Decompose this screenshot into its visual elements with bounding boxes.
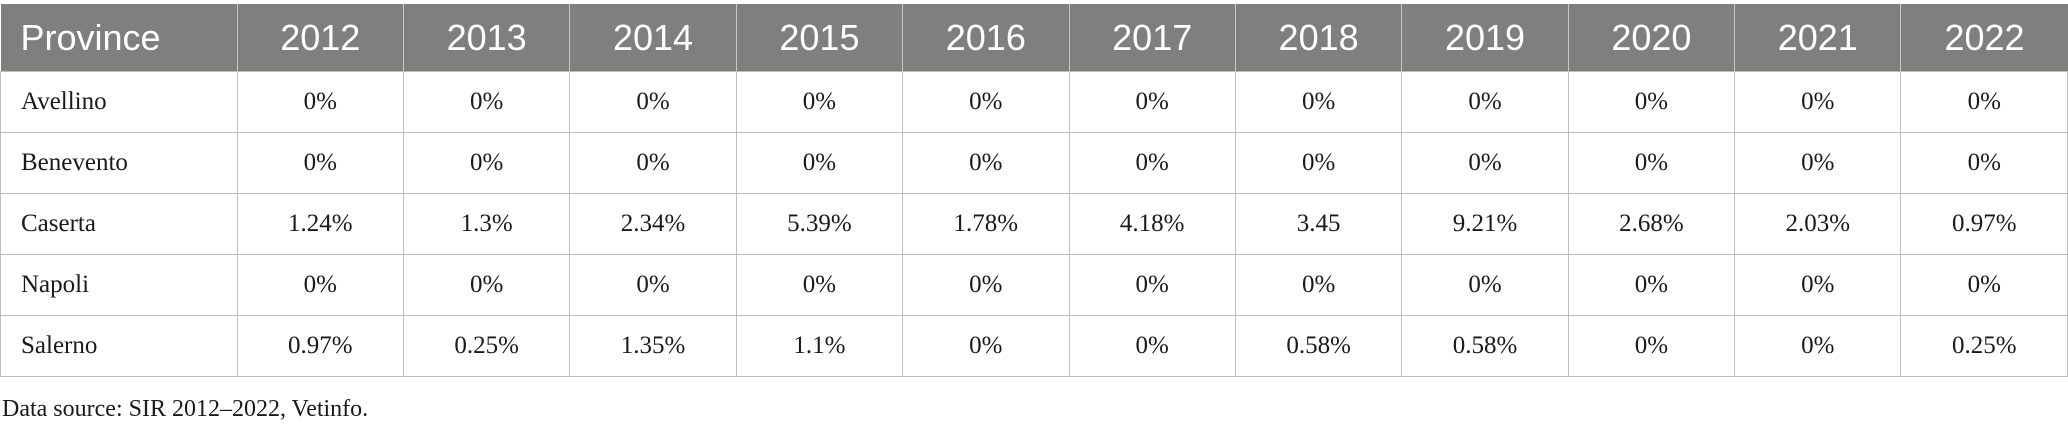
percentage-cell: 0.25% [402,315,571,377]
column-header-year: 2015 [735,4,903,72]
percentage-cell: 5.39% [735,193,904,255]
percentage-cell: 0% [902,71,1070,133]
percentage-cell: 2.68% [1567,193,1736,255]
table-row: Benevento 0% 0% 0% 0% 0% 0% 0% 0% 0% 0% 0% [0,132,2068,194]
column-header-year: 2014 [569,4,737,72]
column-header-year: 2022 [1900,4,2068,72]
percentage-cell: 0% [1567,132,1736,194]
percentage-cell: 0% [1068,132,1236,194]
percentage-cell: 3.45 [1234,193,1403,255]
column-header-province: Province [0,4,238,72]
province-name-cell: Salerno [0,315,238,377]
percentage-cell: 0% [1567,315,1736,377]
percentage-cell: 0% [236,71,404,133]
table-row: Caserta 1.24% 1.3% 2.34% 5.39% 1.78% 4.18% 3.45… [0,193,2068,255]
percentage-cell: 0% [1900,254,2068,316]
percentage-cell: 0% [1734,315,1902,377]
percentage-cell: 0% [1234,132,1403,194]
table-body: Avellino 0% 0% 0% 0% 0% 0% 0% 0% 0% 0% 0% Benevento 0… [0,71,2068,377]
table-row: Avellino 0% 0% 0% 0% 0% 0% 0% 0% 0% 0% 0% [0,71,2068,133]
province-percentage-table: Province 2012 2013 2014 2015 2016 2017 2018 2019… [0,4,2068,377]
column-header-year: 2016 [902,4,1070,72]
percentage-cell: 1.24% [236,193,404,255]
percentage-cell: 0% [1401,132,1569,194]
percentage-cell: 4.18% [1068,193,1236,255]
percentage-cell: 0% [1567,71,1736,133]
percentage-cell: 0% [569,254,737,316]
percentage-cell: 0% [1401,254,1569,316]
column-header-year: 2019 [1401,4,1569,72]
percentage-cell: 0% [569,132,737,194]
percentage-cell: 0% [902,315,1070,377]
percentage-cell: 2.34% [569,193,737,255]
table-row: Salerno 0.97% 0.25% 1.35% 1.1% 0% 0% 0.58% 0.58%… [0,315,2068,377]
percentage-cell: 0% [1900,71,2068,133]
percentage-cell: 0% [1401,71,1569,133]
percentage-cell: 1.35% [569,315,737,377]
percentage-cell: 0% [402,254,571,316]
percentage-cell: 0% [1068,315,1236,377]
percentage-cell: 0% [1068,254,1236,316]
percentage-cell: 0% [1900,132,2068,194]
percentage-cell: 0.25% [1900,315,2068,377]
percentage-cell: 0% [402,71,571,133]
percentage-cell: 0% [236,254,404,316]
column-header-year: 2017 [1068,4,1236,72]
percentage-cell: 0.97% [236,315,404,377]
province-name-cell: Avellino [0,71,238,133]
percentage-cell: 0% [1734,254,1902,316]
percentage-cell: 0% [1734,132,1902,194]
percentage-cell: 0% [1234,254,1403,316]
percentage-cell: 0.58% [1401,315,1569,377]
percentage-cell: 1.1% [735,315,904,377]
percentage-cell: 0% [1234,71,1403,133]
column-header-year: 2013 [402,4,570,72]
percentage-cell: 0% [1567,254,1736,316]
percentage-cell: 0% [735,254,904,316]
percentage-cell: 0% [402,132,571,194]
percentage-cell: 0% [902,132,1070,194]
percentage-cell: 0% [236,132,404,194]
column-header-year: 2021 [1734,4,1901,72]
percentage-cell: 9.21% [1401,193,1569,255]
province-name-cell: Caserta [0,193,238,255]
percentage-cell: 0% [902,254,1070,316]
percentage-cell: 2.03% [1734,193,1902,255]
province-name-cell: Napoli [0,254,238,316]
percentage-cell: 1.3% [402,193,571,255]
source-note: Data source: SIR 2012–2022, Vetinfo. [2,396,369,422]
table-header: Province 2012 2013 2014 2015 2016 2017 2018 2019… [0,4,2068,72]
percentage-cell: 0.58% [1234,315,1403,377]
percentage-cell: 1.78% [902,193,1070,255]
data-table-container: Province 2012 2013 2014 2015 2016 2017 2018 2019… [0,4,2068,377]
column-header-year: 2020 [1567,4,1735,72]
percentage-cell: 0% [735,132,904,194]
province-name-cell: Benevento [0,132,238,194]
percentage-cell: 0% [1734,71,1902,133]
percentage-cell: 0.97% [1900,193,2068,255]
column-header-year: 2012 [236,4,404,72]
table-row: Napoli 0% 0% 0% 0% 0% 0% 0% 0% 0% 0% 0% [0,254,2068,316]
header-row: Province 2012 2013 2014 2015 2016 2017 2018 2019… [0,4,2068,72]
percentage-cell: 0% [1068,71,1236,133]
percentage-cell: 0% [735,71,904,133]
column-header-year: 2018 [1234,4,1402,72]
percentage-cell: 0% [569,71,737,133]
